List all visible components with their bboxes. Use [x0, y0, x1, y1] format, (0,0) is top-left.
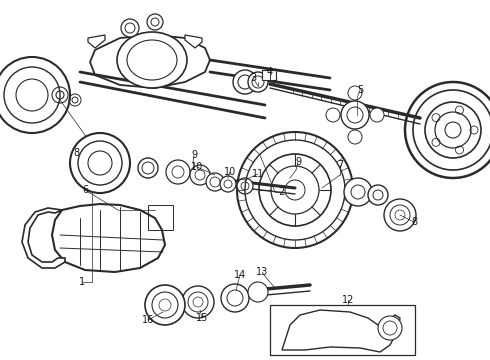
Polygon shape: [52, 204, 165, 272]
Text: 4: 4: [267, 67, 273, 77]
Circle shape: [344, 178, 372, 206]
Text: 13: 13: [256, 267, 268, 277]
Circle shape: [348, 130, 362, 144]
Circle shape: [190, 165, 210, 185]
Text: 11: 11: [252, 169, 264, 179]
Circle shape: [206, 173, 224, 191]
Circle shape: [70, 133, 130, 193]
Polygon shape: [88, 35, 105, 48]
Text: 7: 7: [337, 160, 343, 170]
Circle shape: [121, 19, 139, 37]
Polygon shape: [282, 310, 400, 352]
Circle shape: [248, 72, 268, 92]
Text: 16: 16: [142, 315, 154, 325]
Circle shape: [378, 316, 402, 340]
Circle shape: [248, 282, 268, 302]
Bar: [270, 305, 415, 355]
Text: 14: 14: [234, 270, 246, 280]
Polygon shape: [90, 35, 210, 88]
Circle shape: [348, 86, 362, 100]
Circle shape: [182, 286, 214, 318]
Ellipse shape: [117, 32, 187, 88]
Text: 3: 3: [250, 73, 256, 83]
Circle shape: [384, 199, 416, 231]
Text: 8: 8: [411, 217, 417, 227]
Circle shape: [233, 70, 257, 94]
Bar: [148, 205, 173, 230]
Circle shape: [166, 160, 190, 184]
Circle shape: [405, 82, 490, 178]
Text: 8: 8: [73, 148, 79, 158]
Circle shape: [370, 108, 384, 122]
Text: 6: 6: [82, 185, 88, 195]
Text: 9: 9: [191, 150, 197, 160]
Circle shape: [145, 285, 185, 325]
Circle shape: [237, 178, 253, 194]
Text: 1: 1: [79, 277, 85, 287]
Text: 5: 5: [357, 85, 363, 95]
Circle shape: [237, 132, 353, 248]
Circle shape: [220, 176, 236, 192]
Circle shape: [147, 14, 163, 30]
Circle shape: [326, 108, 340, 122]
Bar: [262, 70, 276, 80]
Polygon shape: [22, 208, 65, 268]
Circle shape: [0, 57, 70, 133]
Text: 15: 15: [196, 313, 208, 323]
Text: 10: 10: [191, 162, 203, 172]
Polygon shape: [185, 35, 202, 48]
Circle shape: [138, 158, 158, 178]
Circle shape: [341, 101, 369, 129]
Circle shape: [221, 284, 249, 312]
Text: 9: 9: [295, 157, 301, 167]
Text: 10: 10: [224, 167, 236, 177]
Text: 12: 12: [342, 295, 354, 305]
Circle shape: [368, 185, 388, 205]
Text: 2: 2: [278, 187, 284, 197]
